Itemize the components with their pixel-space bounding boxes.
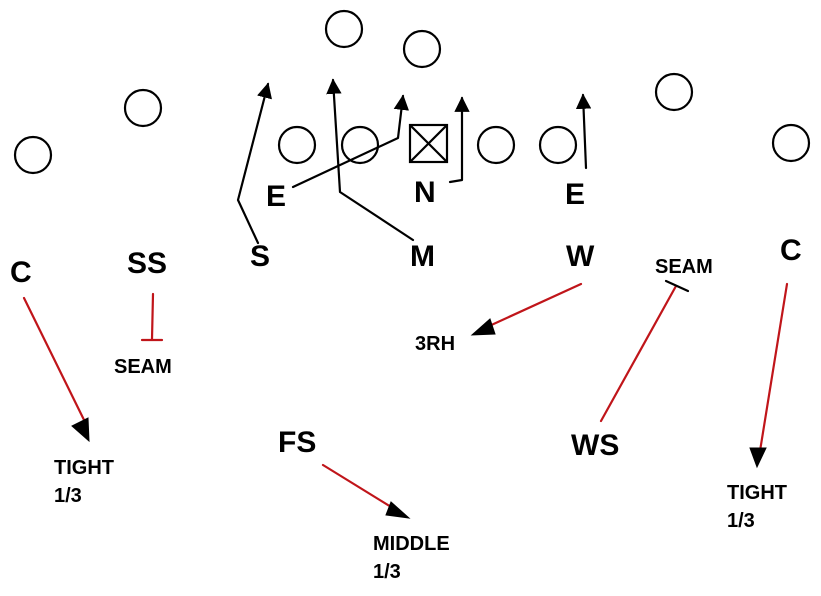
will-arrowhead [470,318,496,336]
offense-circle-icon [538,125,578,165]
corner-right-label: C [780,234,802,267]
sam-route [236,82,272,245]
end-right-route [575,93,592,170]
tight-left-line-2: 1/3 [54,485,82,507]
ss-route [150,292,155,341]
offense-circle-icon [340,125,380,165]
ws-route [599,284,678,423]
corner-left-label: C [10,256,32,289]
tight-right-line-1: TIGHT [727,482,787,504]
seam-left-label: SEAM [114,356,172,378]
tight-right-label: TIGHT 1/3 [727,479,787,535]
offense-circle-icon [654,72,694,112]
nose-label: N [414,176,436,209]
ws-route-cap [664,279,690,293]
weak-safety-label: WS [571,429,620,462]
free-safety-label: FS [278,426,317,459]
will-label: W [566,240,595,273]
tight-right-line-2: 1/3 [727,510,755,532]
offense-circle-icon [324,9,364,49]
center-box-icon [408,123,449,164]
corner-right-route [758,282,789,453]
fs-arrowhead [385,501,411,519]
end-left-label: E [266,180,287,213]
corner-left-route [22,296,89,428]
will-route [485,282,583,329]
tight-left-label: TIGHT 1/3 [54,454,114,510]
middle-label: MIDDLE 1/3 [373,530,450,586]
nose-route [448,96,470,184]
corner-left-arrowhead [71,417,90,443]
offense-circle-icon [123,88,163,128]
offense-circle-icon [771,123,811,163]
end-right-label: E [565,178,586,211]
seam-right-label: SEAM [655,256,713,278]
fs-route [321,463,398,512]
three-rh-label: 3RH [415,333,456,355]
offense-circle-icon [476,125,516,165]
corner-right-arrowhead [749,447,767,469]
end-left-route [291,94,410,189]
offense-circle-icon [402,29,442,69]
strong-safety-label: SS [127,247,168,280]
tight-left-line-1: TIGHT [54,457,114,479]
offense-circle-icon [277,125,317,165]
mike-route [326,78,415,242]
offense-circle-icon [13,135,53,175]
mike-label: M [410,240,435,273]
middle-line-2: 1/3 [373,561,401,583]
sam-label: S [250,240,271,273]
middle-line-1: MIDDLE [373,533,450,555]
